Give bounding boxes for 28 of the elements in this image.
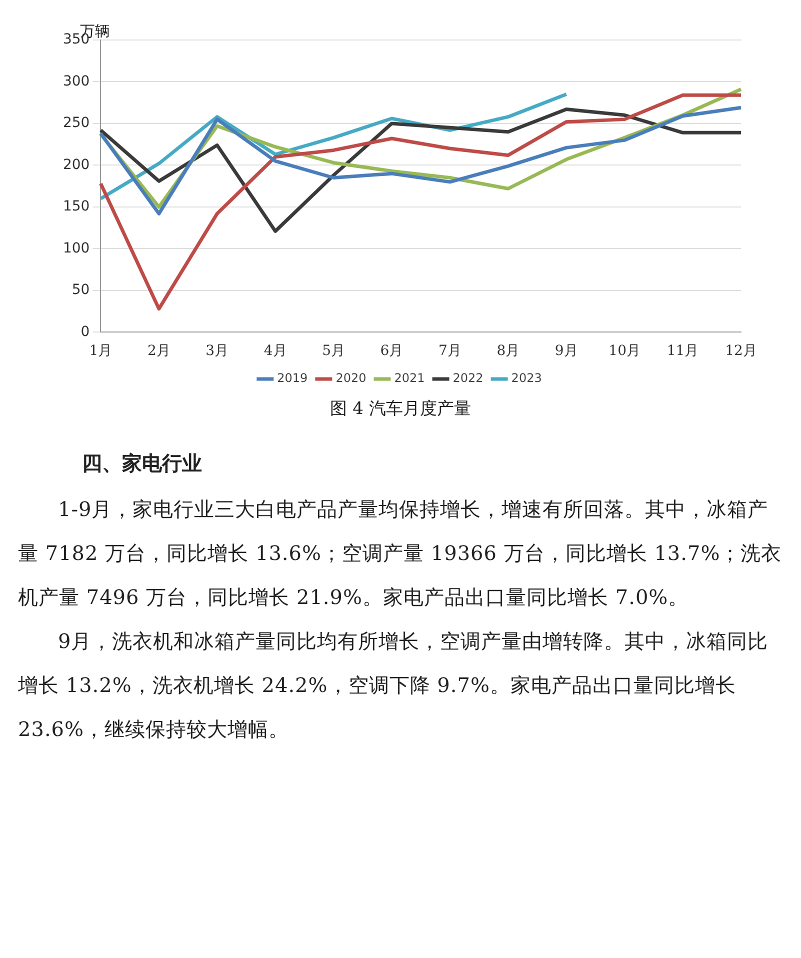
x-tick-label: 8月 [496,343,520,360]
y-tick-label: 300 [62,73,90,90]
x-tick-label: 1月 [89,343,112,360]
legend-label: 2021 [394,371,425,386]
y-tick-label: 200 [62,156,90,173]
text: 1-9月，家电行业三大白电产品产量均保持增长，增速有所回落。其中，冰箱产量 7182 万台，同比增长 13.6%；空调产量 19366 万台，同比增长 13.7%；洗衣机产量 7496 万台，同比增长 21.9%。家电产品出口量同比增长 7.0%。 [18,496,783,611]
x-tick-label: 7月 [438,343,462,360]
x-tick-label: 12月 [725,343,757,360]
y-tick-label: 100 [62,240,90,256]
x-tick-label: 5月 [322,343,346,360]
x-tick-label: 3月 [206,343,229,360]
text: 图 4 汽车月度产量 [329,398,472,420]
x-tick-label: 11月 [666,343,699,360]
x-tick-label: 10月 [608,343,640,360]
legend-label: 2022 [452,371,484,386]
legend-label: 2020 [336,371,366,386]
legend-label: 2019 [277,371,308,386]
x-tick-label: 6月 [380,343,404,360]
x-tick-label: 4月 [264,343,287,360]
x-tick-label: 2月 [147,343,170,360]
y-tick-label: 50 [72,282,90,298]
x-tick-label: 9月 [554,343,578,360]
y-tick-label: 250 [62,115,90,132]
y-tick-label: 150 [62,198,90,215]
legend-label: 2023 [511,371,542,386]
text: 四、家电行业 [82,450,203,477]
text: 9月，洗衣机和冰箱产量同比均有所增长，空调产量由增转降。其中，冰箱同比增长 13.2%，洗衣机增长 24.2%，空调下降 9.7%。家电产品出口量同比增长 23.6%，继续保持较大增幅。 [18,628,770,743]
y-tick-label: 0 [80,324,90,340]
